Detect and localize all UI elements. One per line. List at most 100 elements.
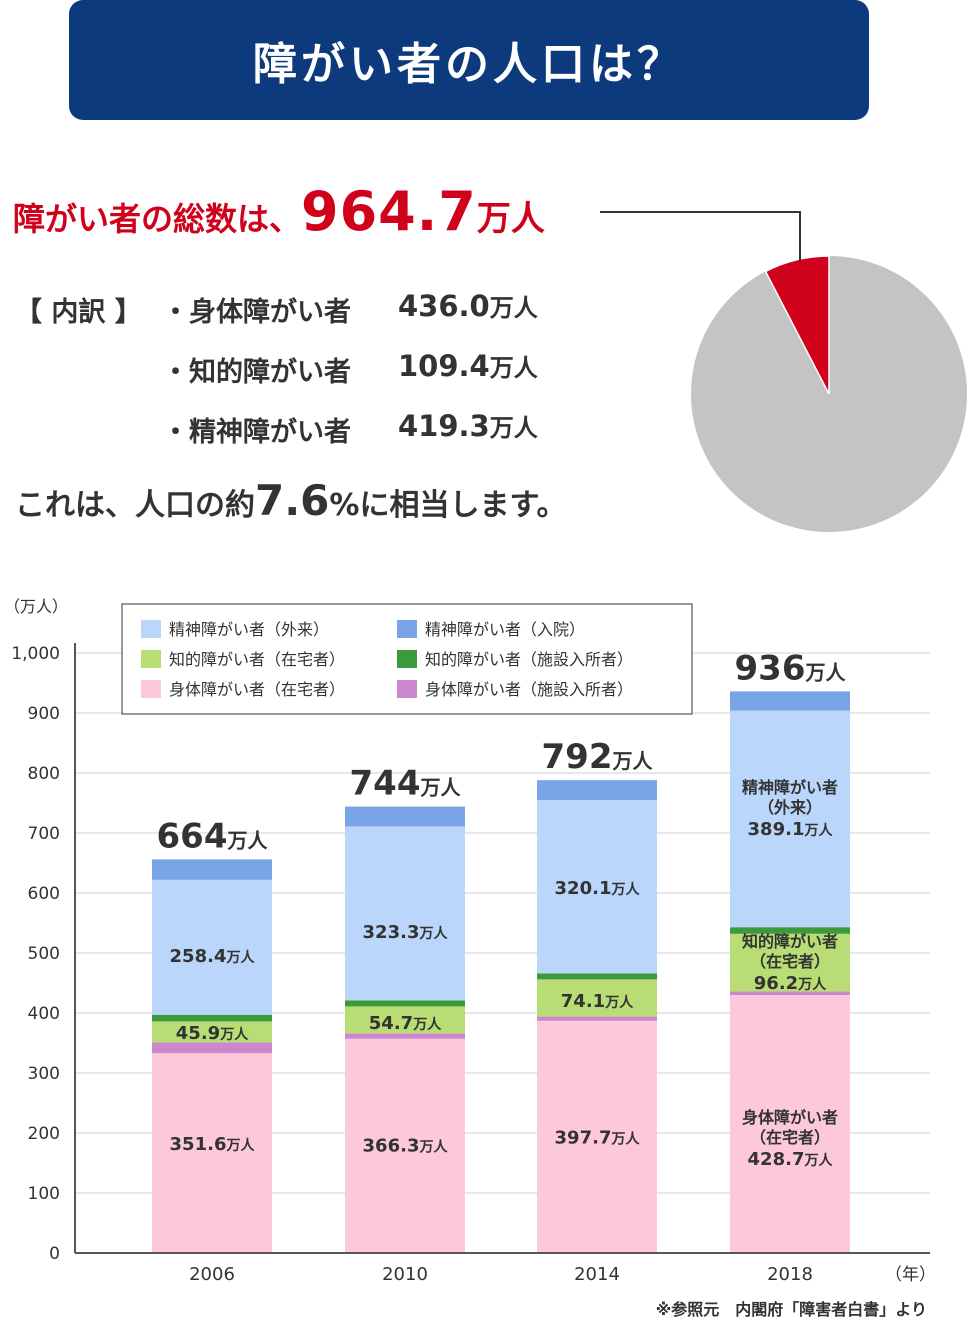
x-tick-label: 2018 <box>767 1264 813 1285</box>
segment-value-label: 54.7万人 <box>369 1013 442 1034</box>
bar-segment-2014-1 <box>537 1016 657 1021</box>
y-axis-unit: （万人） <box>4 597 68 616</box>
source-note: ※参照元 内閣府「障害者白書」より <box>655 1300 927 1319</box>
segment-label-line: 身体障がい者 <box>742 1108 838 1127</box>
total-unit: 万人 <box>476 199 545 239</box>
breakdown-physical-unit: 万人 <box>489 294 538 322</box>
bar-segment-2006-2 <box>152 1021 272 1043</box>
population-bar-chart: 0 100 200 300 400 500 600 700 800 900 1,000 （万人） 200… <box>4 597 936 1285</box>
total-line: 障がい者の総数は、964.7万人 <box>13 180 545 243</box>
bar-segment-2006-4 <box>152 879 272 1015</box>
legend-swatch <box>141 620 161 638</box>
segment-label-line: 精神障がい者 <box>742 778 838 797</box>
segment-label-line: （在宅者） <box>750 1128 830 1147</box>
breakdown-intellectual-number: 109.4 <box>398 349 490 383</box>
legend-label: 身体障がい者（在宅者） <box>169 680 345 699</box>
bar-segment-2018-3 <box>730 927 850 934</box>
segment-value-label: 366.3万人 <box>363 1135 449 1156</box>
bar-segment-2010-1 <box>345 1033 465 1039</box>
summary-percent: 7.6 <box>255 476 330 525</box>
breakdown-mental-unit: 万人 <box>489 414 538 442</box>
bar-segment-2018-1 <box>730 991 850 995</box>
total-value: 964.7 <box>301 180 477 243</box>
summary-text: これは、人口の約7.6%に相当します。 <box>15 476 566 525</box>
y-tick-label: 300 <box>28 1064 60 1084</box>
data-labels: 664万人 744万人 792万人 936万人 351.6万人 45.9万人 258.4万人… <box>157 648 847 1170</box>
bar-segment-2014-4 <box>537 800 657 974</box>
legend-label: 身体障がい者（施設入所者） <box>425 680 633 699</box>
y-tick-label: 700 <box>28 824 60 844</box>
bar-segment-2006-5 <box>152 859 272 880</box>
bar-segment-2010-4 <box>345 826 465 1001</box>
total-prefix: 障がい者の総数は、 <box>13 200 302 238</box>
legend-swatch <box>397 680 417 698</box>
bar-segment-2010-5 <box>345 806 465 827</box>
legend-label: 精神障がい者（入院） <box>425 620 585 639</box>
segment-value-label: 397.7万人 <box>555 1128 641 1149</box>
segment-value-label: 323.3万人 <box>363 922 449 943</box>
segment-label-line: （外来） <box>758 798 822 817</box>
breakdown-physical-value: 436.0万人 <box>398 288 538 323</box>
y-tick-label: 900 <box>28 704 60 724</box>
legend-label: 知的障がい者（在宅者） <box>169 650 345 669</box>
breakdown-physical-number: 436.0 <box>398 289 490 323</box>
bar-segment-2018-0 <box>730 995 850 1253</box>
segment-value-label: 428.7万人 <box>748 1149 834 1170</box>
bar-segment-2018-5 <box>730 691 850 711</box>
segment-value-label: 351.6万人 <box>170 1134 256 1155</box>
breakdown-physical-label: ・身体障がい者 <box>162 297 351 328</box>
x-tick-label: 2010 <box>382 1264 428 1285</box>
segment-value-label: 45.9万人 <box>176 1023 249 1044</box>
share-pie-chart <box>600 211 967 532</box>
legend-swatch <box>141 680 161 698</box>
x-axis-unit: （年） <box>885 1265 936 1285</box>
bar-segment-2006-1 <box>152 1042 272 1054</box>
segment-label-line: 知的障がい者 <box>742 932 838 951</box>
bar-total-2010: 744万人 <box>350 764 462 804</box>
segment-value-label: 389.1万人 <box>748 819 834 840</box>
breakdown-intellectual-unit: 万人 <box>489 354 538 382</box>
segment-value-label: 96.2万人 <box>754 973 827 994</box>
bar-total-2014: 792万人 <box>542 737 654 777</box>
callout-line <box>600 211 801 262</box>
legend-label: 精神障がい者（外来） <box>169 620 329 639</box>
breakdown-mental-number: 419.3 <box>398 409 490 443</box>
bar-segment-2010-0 <box>345 1038 465 1253</box>
y-tick-label: 500 <box>28 944 60 964</box>
breakdown-mental-value: 419.3万人 <box>398 408 538 443</box>
legend: 精神障がい者（外来） 精神障がい者（入院） 知的障がい者（在宅者） 知的障がい者（施設… <box>121 603 693 715</box>
y-tick-label: 600 <box>28 884 60 904</box>
legend-swatch <box>397 620 417 638</box>
x-tick-label: 2006 <box>189 1264 235 1285</box>
bar-total-2018: 936万人 <box>735 648 847 688</box>
bar-segment-2006-3 <box>152 1014 272 1022</box>
y-tick-label: 100 <box>28 1184 60 1204</box>
summary-suffix: %に相当します。 <box>329 488 567 523</box>
x-tick-label: 2014 <box>574 1264 620 1285</box>
y-tick-label: 1,000 <box>11 644 60 664</box>
bars <box>152 691 850 1253</box>
segment-label-line: （在宅者） <box>750 952 830 971</box>
page-title: 障がい者の人口は？ <box>253 39 685 90</box>
bar-segment-2018-4 <box>730 710 850 928</box>
breakdown-label: 【 内訳 】 <box>15 297 142 328</box>
axes: 0 100 200 300 400 500 600 700 800 900 1,000 （万人） 200… <box>4 597 936 1285</box>
bar-segment-2010-2 <box>345 1006 465 1034</box>
segment-value-label: 74.1万人 <box>561 991 634 1012</box>
y-tick-label: 800 <box>28 764 60 784</box>
header-banner: 障がい者の人口は？ <box>69 0 869 120</box>
summary-prefix: これは、人口の約 <box>15 488 255 523</box>
legend-swatch <box>397 650 417 668</box>
legend-label: 知的障がい者（施設入所者） <box>425 650 633 669</box>
y-tick-label: 0 <box>49 1244 60 1264</box>
bar-segment-2014-0 <box>537 1020 657 1253</box>
bar-segment-2006-0 <box>152 1053 272 1253</box>
y-tick-label: 200 <box>28 1124 60 1144</box>
segment-value-label: 320.1万人 <box>555 878 641 899</box>
breakdown-intellectual-value: 109.4万人 <box>398 348 538 383</box>
bar-segment-2014-5 <box>537 780 657 800</box>
breakdown-intellectual-label: ・知的障がい者 <box>162 357 351 388</box>
segment-value-label: 258.4万人 <box>170 946 256 967</box>
legend-swatch <box>141 650 161 668</box>
bar-segment-2014-2 <box>537 979 657 1017</box>
